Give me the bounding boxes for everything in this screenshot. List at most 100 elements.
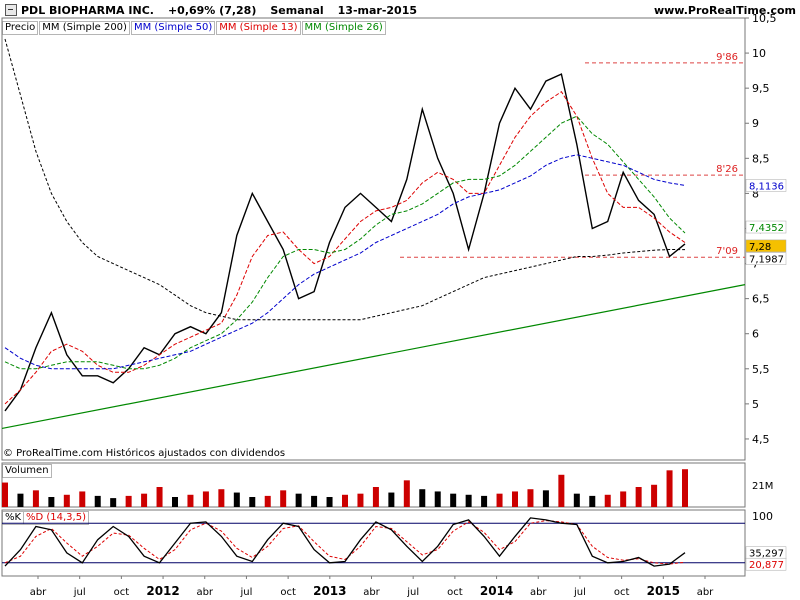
- volume-bar-36: [558, 474, 565, 507]
- stoch-badge-bg-1: [745, 557, 787, 571]
- stoch-k-line: [4, 517, 686, 567]
- price-tick-label-12: 4,5: [752, 433, 770, 446]
- indicator-tab-sma13[interactable]: MM (Simple 13): [216, 21, 301, 35]
- time-label-2: oct: [114, 587, 130, 598]
- price-tick-label-11: 5: [752, 398, 759, 411]
- price-badge-3: 7,1987: [749, 255, 784, 266]
- price-panel-frame: [1, 17, 746, 461]
- indicator-tab-sma26[interactable]: MM (Simple 26): [301, 21, 386, 35]
- volume-bar-9: [141, 493, 148, 507]
- chart-period: Semanal: [270, 3, 324, 17]
- volume-bar-1: [17, 493, 24, 507]
- time-label-14: oct: [614, 587, 630, 598]
- volume-bar-29: [450, 493, 457, 507]
- time-label-13: jul: [573, 587, 586, 598]
- volume-bar-14: [218, 489, 225, 507]
- volume-bar-3: [48, 497, 55, 507]
- volume-bar-13: [202, 491, 209, 507]
- time-label-15: 2015: [647, 584, 680, 598]
- stoch-d-label[interactable]: %D (14,3,5): [23, 511, 89, 525]
- volume-bar-11: [172, 497, 178, 507]
- volume-bar-7: [110, 498, 117, 507]
- instrument-title: PDL BIOPHARMA INC.: [21, 3, 154, 17]
- price-tick-label-0: 10,5: [752, 12, 777, 25]
- volume-bar-43: [666, 470, 673, 507]
- indicator-tab-sma50[interactable]: MM (Simple 50): [130, 21, 216, 35]
- volume-bar-26: [403, 480, 410, 507]
- reference-label-1: 9'86: [716, 52, 738, 63]
- time-label-6: oct: [280, 587, 296, 598]
- time-label-4: abr: [196, 587, 213, 598]
- series-sma200: [4, 38, 686, 321]
- indicator-tab-sma200[interactable]: MM (Simple 200): [39, 21, 130, 35]
- volume-bar-16: [249, 497, 256, 507]
- time-label-12: abr: [530, 587, 547, 598]
- volume-bar-0: [2, 482, 8, 507]
- series-sma13: [4, 90, 686, 405]
- time-label-9: jul: [406, 587, 419, 598]
- volume-bar-27: [419, 489, 426, 507]
- stoch-badge-0: 35,297: [749, 549, 784, 560]
- volume-bar-4: [63, 494, 70, 507]
- price-badge-bg-0: [745, 179, 787, 192]
- volume-bar-30: [465, 494, 472, 507]
- price-badge-1: 7,4352: [749, 223, 784, 234]
- indicator-tab-price[interactable]: Precio: [2, 21, 39, 35]
- price-tick-label-1: 10: [752, 47, 766, 60]
- volume-bar-6: [94, 495, 101, 507]
- volume-bar-20: [311, 495, 318, 507]
- time-label-3: 2012: [146, 584, 179, 598]
- site-link[interactable]: www.ProRealTime.com: [653, 4, 796, 17]
- volume-bar-19: [295, 493, 302, 507]
- volume-bar-34: [527, 489, 534, 507]
- stoch-k-label[interactable]: %K: [2, 511, 25, 525]
- time-label-16: abr: [697, 587, 714, 598]
- chart-date: 13-mar-2015: [337, 3, 418, 17]
- price-badge-bg-3: [745, 252, 787, 265]
- price-tick-label-2: 9,5: [752, 82, 770, 95]
- volume-bar-42: [651, 484, 658, 507]
- price-tick-label-4: 8,5: [752, 152, 770, 165]
- volume-bar-31: [481, 495, 488, 507]
- time-label-11: 2014: [480, 584, 513, 598]
- stoch-axis-top: 100: [752, 510, 773, 523]
- volume-bar-18: [280, 490, 287, 507]
- price-badge-bg-1: [745, 220, 787, 234]
- volume-bar-28: [434, 491, 441, 507]
- volume-bar-25: [388, 492, 395, 507]
- volume-bar-17: [264, 495, 271, 507]
- volume-bar-12: [187, 494, 194, 507]
- indicator-tabs: Precio MM (Simple 200) MM (Simple 50) MM…: [2, 21, 387, 35]
- stoch-badge-1: 20,877: [749, 560, 784, 571]
- time-label-7: 2013: [313, 584, 346, 598]
- volume-bar-33: [512, 491, 518, 507]
- time-label-1: jul: [73, 587, 86, 598]
- volume-bar-32: [496, 493, 503, 507]
- volume-bar-44: [682, 469, 688, 507]
- copyright-note: © ProRealTime.com Históricos ajustados c…: [3, 448, 286, 459]
- time-label-10: oct: [447, 587, 463, 598]
- price-tick-label-10: 5,5: [752, 363, 770, 376]
- time-label-0: abr: [30, 587, 47, 598]
- volume-bar-37: [573, 493, 580, 507]
- volume-bar-22: [342, 494, 348, 507]
- time-label-8: abr: [363, 587, 380, 598]
- series-sma26: [4, 115, 686, 370]
- reference-label-3: 7'09: [716, 246, 738, 257]
- volume-bar-39: [604, 494, 611, 507]
- chart-menu-icon[interactable]: [5, 4, 17, 16]
- stoch-d-line: [4, 520, 686, 565]
- volume-bar-21: [326, 497, 333, 507]
- volume-bar-10: [156, 487, 163, 507]
- chart-header: PDL BIOPHARMA INC. +0,69% (7,28) Semanal…: [0, 0, 800, 20]
- volume-panel-label[interactable]: Volumen: [2, 464, 52, 478]
- price-badge-0: 8,1136: [749, 181, 784, 192]
- volume-bar-8: [125, 495, 132, 507]
- price-tick-label-9: 6: [752, 328, 759, 341]
- price-tick-label-3: 9: [752, 117, 759, 130]
- reference-label-2: 8'26: [716, 164, 738, 175]
- price-badge-2: 7,28: [749, 242, 771, 253]
- volume-bar-23: [357, 493, 364, 507]
- time-label-5: jul: [239, 587, 252, 598]
